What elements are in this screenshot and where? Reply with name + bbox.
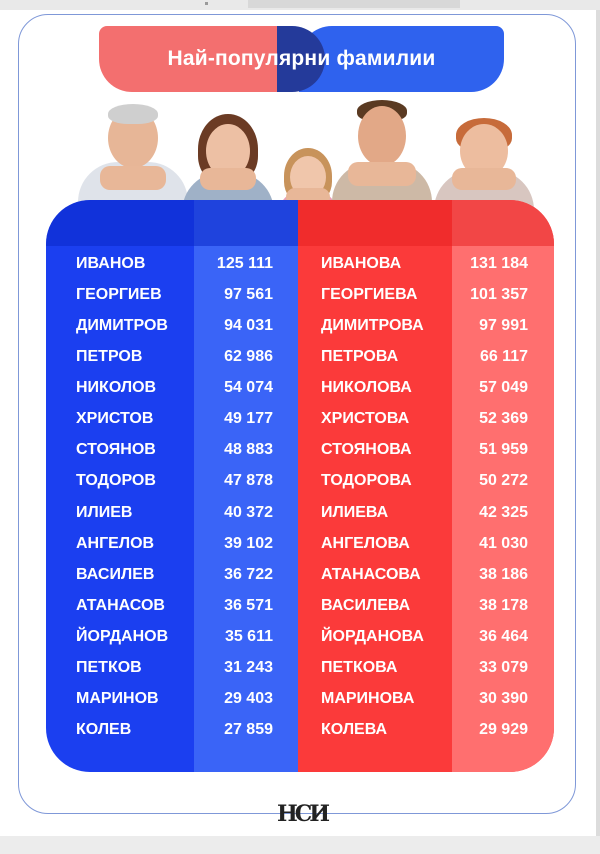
table-row: СТОЯНОВ 48 883 СТОЯНОВА 51 959 [0,434,600,465]
female-surname: ЙОРДАНОВА [321,628,424,645]
female-count: 50 272 [479,472,528,489]
female-count: 30 390 [479,690,528,707]
female-count: 51 959 [479,441,528,458]
male-count: 39 102 [224,535,273,552]
female-count: 52 369 [479,410,528,427]
male-surname: СТОЯНОВ [76,441,156,458]
female-surname: МАРИНОВА [321,690,415,707]
table-row: КОЛЕВ 27 859 КОЛЕВА 29 929 [0,714,600,745]
female-surname: ИВАНОВА [321,255,402,272]
female-count: 41 030 [479,535,528,552]
male-surname: ДИМИТРОВ [76,317,168,334]
table-row: ИЛИЕВ 40 372 ИЛИЕВА 42 325 [0,497,600,528]
male-surname: ЙОРДАНОВ [76,628,169,645]
table-row: МАРИНОВ 29 403 МАРИНОВА 30 390 [0,683,600,714]
top-bar-tab[interactable] [248,0,460,8]
female-count: 57 049 [479,379,528,396]
male-surname: ИВАНОВ [76,255,146,272]
male-surname: ТОДОРОВ [76,472,156,489]
male-count: 48 883 [224,441,273,458]
male-counts-column [194,200,298,772]
female-surname: СТОЯНОВА [321,441,412,458]
table-row: ПЕТКОВ 31 243 ПЕТКОВА 33 079 [0,652,600,683]
title-banner-left [99,26,277,92]
male-count: 36 571 [224,597,273,614]
title-banner-right [299,26,504,92]
table-row: ХРИСТОВ 49 177 ХРИСТОВА 52 369 [0,403,600,434]
table-row: ИВАНОВ 125 111 ИВАНОВА 131 184 [0,248,600,279]
photo-blue-tint [46,200,298,246]
male-count: 49 177 [224,410,273,427]
nsi-logo: НСИ [277,801,330,827]
table-row: АНГЕЛОВ 39 102 АНГЕЛОВА 41 030 [0,528,600,559]
male-count: 125 111 [216,255,273,272]
female-surname: ВАСИЛЕВА [321,597,411,614]
male-count: 40 372 [224,504,273,521]
photo-red-tint [298,200,554,246]
female-count: 29 929 [479,721,528,738]
female-surname: КОЛЕВА [321,721,388,738]
male-surname: АТАНАСОВ [76,597,165,614]
male-count: 29 403 [224,690,273,707]
table-row: НИКОЛОВ 54 074 НИКОЛОВА 57 049 [0,372,600,403]
female-count: 97 991 [479,317,528,334]
male-count: 54 074 [224,379,273,396]
female-counts-column [452,200,554,772]
male-count: 97 561 [224,286,273,303]
table-row: АТАНАСОВ 36 571 ВАСИЛЕВА 38 178 [0,590,600,621]
browser-top-bar [0,0,600,10]
page-title: Най-популярни фамилии [167,47,436,70]
top-bar-marker [205,2,208,5]
female-count: 101 357 [470,286,528,303]
male-surname: НИКОЛОВ [76,379,157,396]
browser-bottom-bar [0,836,600,854]
female-surname: ТОДОРОВА [321,472,412,489]
table-row: ГЕОРГИЕВ 97 561 ГЕОРГИЕВА 101 357 [0,279,600,310]
female-count: 42 325 [479,504,528,521]
title-banner: Най-популярни фамилии [99,26,504,92]
female-count: 131 184 [470,255,528,272]
male-surname: ИЛИЕВ [76,504,133,521]
male-surname: АНГЕЛОВ [76,535,155,552]
vertical-scrollbar[interactable] [596,10,600,836]
male-count: 31 243 [224,659,273,676]
female-count: 66 117 [479,348,528,365]
female-surname: ХРИСТОВА [321,410,410,427]
female-surname: ИЛИЕВА [321,504,389,521]
female-count: 33 079 [479,659,528,676]
female-surname: ПЕТРОВА [321,348,399,365]
male-count: 94 031 [224,317,273,334]
female-count: 36 464 [479,628,528,645]
male-count: 62 986 [224,348,273,365]
female-count: 38 178 [479,597,528,614]
table-row: ПЕТРОВ 62 986 ПЕТРОВА 66 117 [0,341,600,372]
female-surname: НИКОЛОВА [321,379,412,396]
table-row: ТОДОРОВ 47 878 ТОДОРОВА 50 272 [0,465,600,496]
male-surname: ХРИСТОВ [76,410,154,427]
table-row: ЙОРДАНОВ 35 611 ЙОРДАНОВА 36 464 [0,621,600,652]
male-surname: ВАСИЛЕВ [76,566,155,583]
female-surname: ПЕТКОВА [321,659,398,676]
male-count: 47 878 [224,472,273,489]
male-surname: ГЕОРГИЕВ [76,286,162,303]
female-count: 38 186 [479,566,528,583]
male-count: 27 859 [224,721,273,738]
male-surname: ПЕТКОВ [76,659,142,676]
female-surname: ГЕОРГИЕВА [321,286,418,303]
female-surname: АТАНАСОВА [321,566,421,583]
table-row: ВАСИЛЕВ 36 722 АТАНАСОВА 38 186 [0,559,600,590]
male-count: 36 722 [224,566,273,583]
female-surname: АНГЕЛОВА [321,535,410,552]
table-row: ДИМИТРОВ 94 031 ДИМИТРОВА 97 991 [0,310,600,341]
male-count: 35 611 [224,628,273,645]
male-surname: КОЛЕВ [76,721,132,738]
male-surname: МАРИНОВ [76,690,159,707]
male-surname: ПЕТРОВ [76,348,143,365]
female-surname: ДИМИТРОВА [321,317,424,334]
